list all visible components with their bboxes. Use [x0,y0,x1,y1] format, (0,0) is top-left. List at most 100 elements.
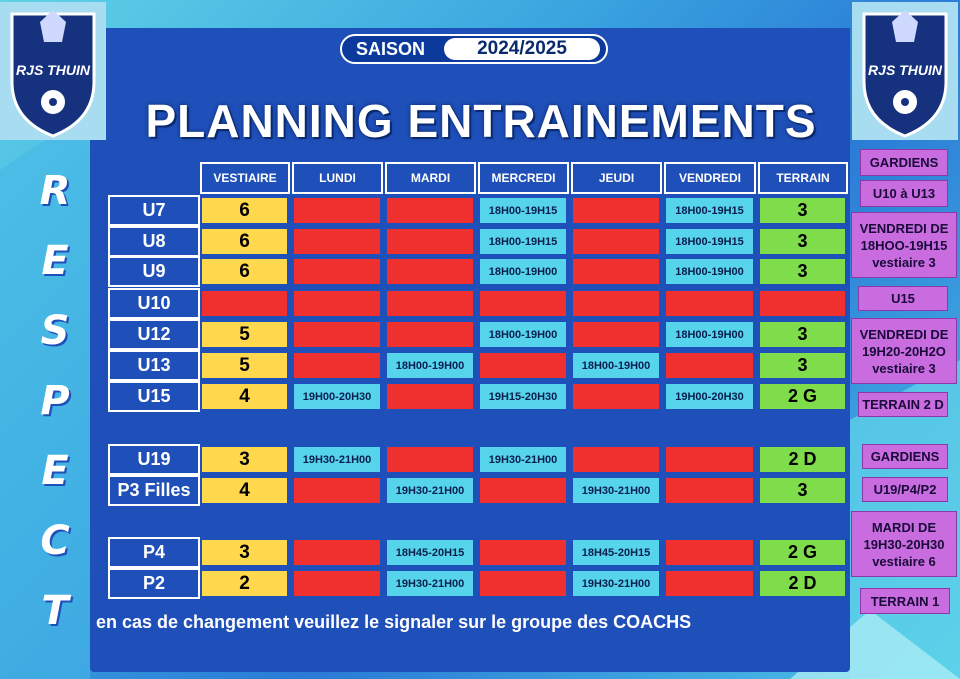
cell-vestiaire: 5 [202,353,287,378]
side-note-text: TERRAIN 2 D [862,396,944,413]
cell-vendredi: 18H00-19H00 [666,322,753,347]
column-header-terrain: TERRAIN [758,162,848,194]
cell-vestiaire: 3 [202,540,287,565]
shield-icon [10,10,96,138]
logo-text: RJS THUIN [16,62,90,78]
side-note-line: 18HOO-19H15 [860,237,948,253]
cell-vestiaire: 2 [202,571,287,596]
side-note: GARDIENS [862,444,948,469]
cell-terrain: 3 [760,259,845,284]
cell-mardi: 18H00-19H00 [387,353,473,378]
side-note: TERRAIN 2 D [858,392,948,417]
team-label: U8 [108,226,200,257]
cell-mercredi [480,478,566,503]
cell-mercredi [480,353,566,378]
cell-mardi [387,259,473,284]
cell-vendredi: 18H00-19H00 [666,259,753,284]
side-note-text: VENDREDI DE 18HOO-19H15 vestiaire 3 [860,220,949,271]
cell-lundi: 19H00-20H30 [294,384,380,409]
side-note: U19/P4/P2 [862,477,948,502]
cell-mercredi: 19H15-20H30 [480,384,566,409]
cell-vestiaire [202,291,287,316]
club-logo-left: RJS THUIN [0,2,106,140]
cell-lundi [294,229,380,254]
respect-letter: E [41,448,69,494]
cell-mercredi: 18H00-19H15 [480,198,566,223]
team-label: U9 [108,256,200,287]
cell-mercredi: 18H00-19H15 [480,229,566,254]
shield-icon [862,10,948,138]
side-note-line: 19H20-20H2O [862,343,946,359]
cell-mardi [387,384,473,409]
cell-vestiaire: 4 [202,478,287,503]
cell-jeudi [573,291,659,316]
cell-lundi: 19H30-21H00 [294,447,380,472]
cell-mardi [387,198,473,223]
side-note-line: TERRAIN 2 D [862,397,944,412]
cell-mardi: 19H30-21H00 [387,571,473,596]
cell-vestiaire: 4 [202,384,287,409]
cell-mardi [387,447,473,472]
season-label: SAISON [356,39,426,59]
cell-vendredi [666,353,753,378]
cell-terrain: 3 [760,353,845,378]
side-note: VENDREDI DE 19H20-20H2O vestiaire 3 [851,318,957,384]
cell-lundi [294,571,380,596]
cell-vestiaire: 3 [202,447,287,472]
respect-letter: C [40,518,70,564]
side-note-text: GARDIENS [870,154,939,171]
team-label: U15 [108,381,200,412]
respect-letter: S [40,308,70,354]
side-note-line: vestiaire 3 [872,254,936,270]
cell-jeudi: 18H45-20H15 [573,540,659,565]
cell-mardi [387,322,473,347]
page-title: PLANNING ENTRAINEMENTS [145,95,817,147]
cell-jeudi [573,384,659,409]
side-note-line: GARDIENS [869,155,939,170]
respect-letter: T [41,588,69,634]
side-note: U10 à U13 [860,180,948,207]
cell-lundi [294,291,380,316]
side-note: U15 [858,286,948,311]
club-logo-right: RJS THUIN [852,2,958,140]
column-header-lundi: LUNDI [292,162,383,194]
cell-lundi [294,322,380,347]
cell-jeudi [573,198,659,223]
team-label: P3 Filles [108,475,200,506]
side-note-line: TERRAIN 1 [870,593,940,609]
season-pill: SAISON 2024/2025 [340,34,608,64]
cell-vendredi: 18H00-19H15 [666,198,753,223]
side-note-line: 19H30-20H30 [863,536,945,552]
cell-mardi [387,229,473,254]
side-note: TERRAIN 1 [860,588,950,614]
cell-vendredi [666,447,753,472]
side-note-line: vestiaire 6 [872,553,936,569]
cell-terrain: 2 D [760,571,845,596]
column-header-mardi: MARDI [385,162,476,194]
cell-mardi [387,291,473,316]
respect-letter: P [40,378,70,424]
side-note-line: vestiaire 3 [872,360,936,376]
cell-lundi [294,259,380,284]
side-note-text: U10 à U13 [873,185,935,202]
column-header-jeudi: JEUDI [571,162,662,194]
team-label: U13 [108,350,200,381]
column-header-vestiaire: VESTIAIRE [200,162,290,194]
cell-mardi: 19H30-21H00 [387,478,473,503]
side-note-line: MARDI DE [871,519,937,535]
team-label: P4 [108,537,200,568]
side-note-line: GARDIENS [870,449,940,464]
respect-letter: R [39,168,71,214]
side-note: VENDREDI DE 18HOO-19H15 vestiaire 3 [851,212,957,278]
cell-jeudi [573,447,659,472]
side-note-text: VENDREDI DE 19H20-20H2O vestiaire 3 [860,326,949,377]
footer-notice: en cas de changement veuillez le signale… [96,612,692,632]
cell-vendredi: 19H00-20H30 [666,384,753,409]
cell-terrain: 3 [760,229,845,254]
team-label: U10 [108,288,200,319]
side-note-line: U10 à U13 [872,186,936,201]
cell-terrain: 3 [760,322,845,347]
cell-mercredi [480,540,566,565]
cell-jeudi: 18H00-19H00 [573,353,659,378]
